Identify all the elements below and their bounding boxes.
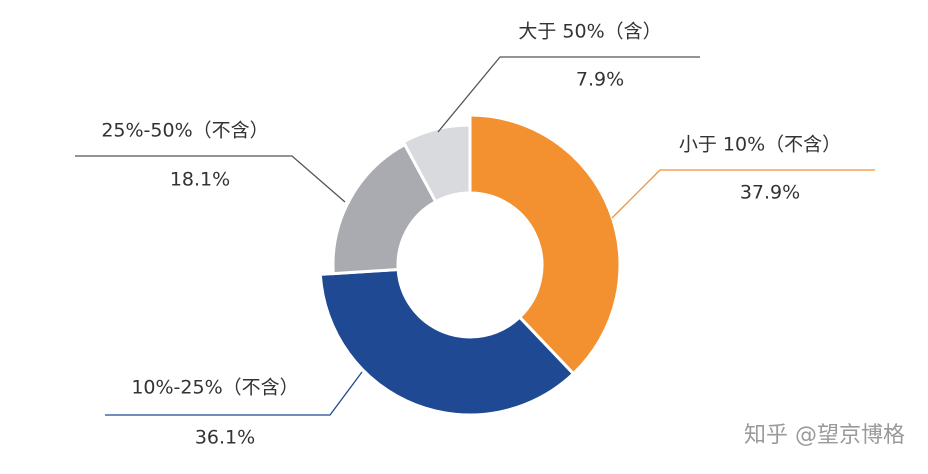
value-label: 37.9%	[740, 182, 800, 204]
slice	[318, 267, 576, 417]
category-label: 大于 50%（含）	[518, 21, 661, 43]
value-label: 7.9%	[576, 69, 624, 91]
value-label: 36.1%	[195, 427, 255, 449]
leader-line	[105, 371, 363, 416]
slice	[468, 113, 622, 376]
leader-line	[75, 155, 346, 203]
slice	[401, 123, 472, 204]
watermark: 知乎 @望京博格	[744, 423, 905, 448]
leader-line	[611, 169, 875, 219]
leader-line	[437, 56, 700, 133]
category-label: 25%-50%（不含）	[101, 120, 268, 142]
value-label: 18.1%	[170, 169, 230, 191]
category-label: 10%-25%（不含）	[131, 377, 298, 399]
category-label: 小于 10%（不含）	[679, 134, 841, 156]
